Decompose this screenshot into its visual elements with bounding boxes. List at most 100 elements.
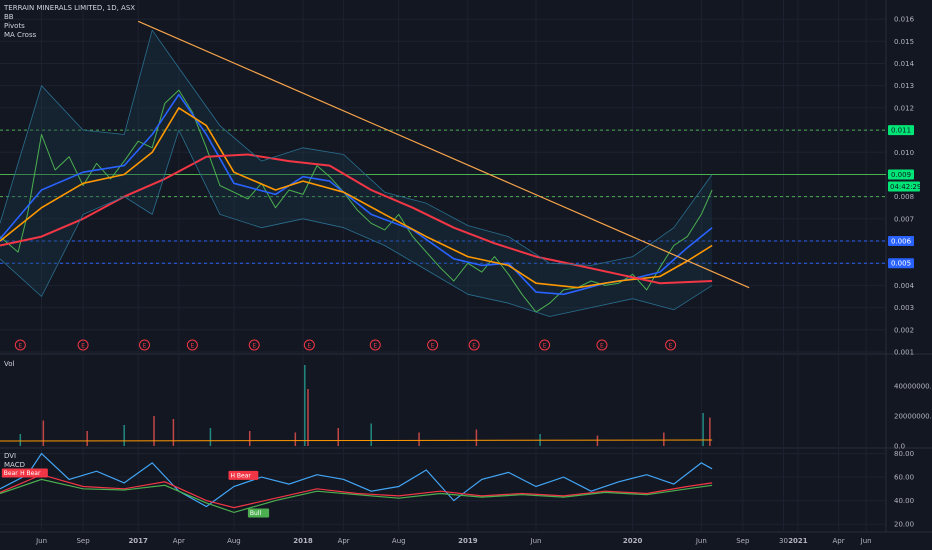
osc-series-dvi <box>0 452 713 508</box>
volume-ma-line <box>0 439 713 442</box>
y-tick-label: 0.003 <box>894 304 914 312</box>
osc-y-tick-label: 20.00 <box>894 521 914 529</box>
volume-label[interactable]: Vol <box>4 360 15 368</box>
price-level-label: 0.006 <box>891 238 912 246</box>
x-tick-label: 2021 <box>788 537 808 545</box>
bollinger-band-fill <box>0 30 713 317</box>
y-tick-label: 0.015 <box>894 38 914 46</box>
countdown-badge <box>888 181 920 192</box>
volume-bar <box>248 431 251 446</box>
osc-y-tick-label: 40.00 <box>894 497 914 505</box>
y-tick-label: 0.001 <box>894 349 914 357</box>
osc-signal-label: Bull <box>250 510 262 517</box>
volume-bar <box>42 420 45 446</box>
price-level-badge <box>888 169 914 180</box>
volume-y-tick-label: 20000000.0 <box>894 413 932 421</box>
osc-signal-label: H Bear <box>20 470 41 477</box>
trendline <box>137 20 750 289</box>
price-level-label: 0.009 <box>891 171 911 179</box>
oscillator-legend: DVI MACD <box>4 452 25 470</box>
osc-signal-badge <box>247 508 270 518</box>
indicator-ma-cross[interactable]: MA Cross <box>4 31 37 39</box>
x-tick-label: Jun <box>530 537 542 545</box>
y-tick-label: 0.004 <box>894 282 915 290</box>
price-level-label: 0.011 <box>891 127 911 135</box>
volume-bar <box>702 413 704 446</box>
volume-legend: Vol <box>4 360 14 369</box>
volume-y-tick-label: 0.0 <box>894 443 905 451</box>
earnings-marker-label: E <box>543 343 547 350</box>
x-tick-label: Jun <box>860 537 872 545</box>
y-tick-label: 0.008 <box>894 193 914 201</box>
volume-y-tick-label: 40000000.0 <box>894 383 932 391</box>
volume-bar <box>19 434 22 446</box>
chart-legend: TERRAIN MINERALS LIMITED, 1D, ASX BB Piv… <box>4 4 135 40</box>
x-tick-label: Sep <box>76 537 90 545</box>
earnings-marker <box>77 339 89 351</box>
earnings-marker-label: E <box>669 343 673 350</box>
earnings-marker-label: E <box>472 343 476 350</box>
volume-bar <box>209 428 212 446</box>
volume-bar <box>86 431 88 446</box>
volume-bar <box>307 389 309 446</box>
earnings-marker-label: E <box>143 343 147 350</box>
x-tick-label: 2018 <box>293 537 313 545</box>
osc-signal-badge <box>228 470 259 480</box>
price-level-badge <box>888 125 914 136</box>
x-tick-label: Aug <box>392 537 406 545</box>
earnings-marker <box>427 339 439 351</box>
x-tick-label: Jun <box>35 537 47 545</box>
price-series-bb-upper <box>0 29 713 266</box>
y-tick-label: 0.012 <box>894 104 914 112</box>
x-tick-label: 2019 <box>458 537 478 545</box>
earnings-marker <box>248 339 260 351</box>
volume-bar <box>153 416 155 446</box>
indicator-pivots[interactable]: Pivots <box>4 22 25 30</box>
y-tick-label: 0.014 <box>894 60 915 68</box>
volume-bar <box>370 423 372 446</box>
indicator-bb[interactable]: BB <box>4 13 14 21</box>
osc-series-signal <box>0 478 713 514</box>
dvi-label[interactable]: DVI <box>4 452 17 460</box>
x-tick-label: 30 <box>779 537 788 545</box>
earnings-marker-label: E <box>600 343 604 350</box>
osc-y-tick-label: 60.00 <box>894 474 914 482</box>
x-tick-label: Jun <box>695 537 707 545</box>
symbol-title[interactable]: TERRAIN MINERALS LIMITED, 1D, ASX <box>4 4 136 12</box>
osc-signal-label: H Bear <box>230 472 251 479</box>
volume-bar <box>304 365 306 446</box>
earnings-marker-label: E <box>18 343 22 350</box>
volume-bar <box>663 432 665 446</box>
x-tick-label: Sep <box>736 537 750 545</box>
earnings-marker <box>539 339 551 351</box>
volume-bar <box>596 435 599 446</box>
osc-y-tick-label: 80.00 <box>894 450 914 458</box>
volume-bar <box>337 428 339 446</box>
earnings-marker-label: E <box>431 343 435 350</box>
x-tick-label: 2020 <box>623 537 643 545</box>
earnings-marker <box>139 339 151 351</box>
x-tick-label: Apr <box>338 537 350 545</box>
earnings-marker <box>665 339 677 351</box>
volume-bar <box>123 425 125 446</box>
y-tick-label: 0.010 <box>894 149 914 157</box>
macd-label[interactable]: MACD <box>4 461 25 469</box>
earnings-marker-label: E <box>252 343 256 350</box>
earnings-marker-label: E <box>373 343 377 350</box>
price-level-badge <box>888 258 914 269</box>
price-level-badge <box>888 236 914 247</box>
countdown-label: 04:42:29 <box>890 183 921 191</box>
volume-bar <box>709 417 711 446</box>
earnings-marker <box>186 339 198 351</box>
earnings-marker-label: E <box>190 343 194 350</box>
osc-signal-badge <box>1 468 24 478</box>
y-tick-label: 0.002 <box>894 326 914 334</box>
y-tick-label: 0.016 <box>894 16 915 24</box>
price-series-ma-mid <box>0 107 713 289</box>
earnings-marker <box>596 339 608 351</box>
y-tick-label: 0.013 <box>894 82 914 90</box>
x-tick-label: 2017 <box>128 537 148 545</box>
osc-series-macd <box>0 474 713 509</box>
